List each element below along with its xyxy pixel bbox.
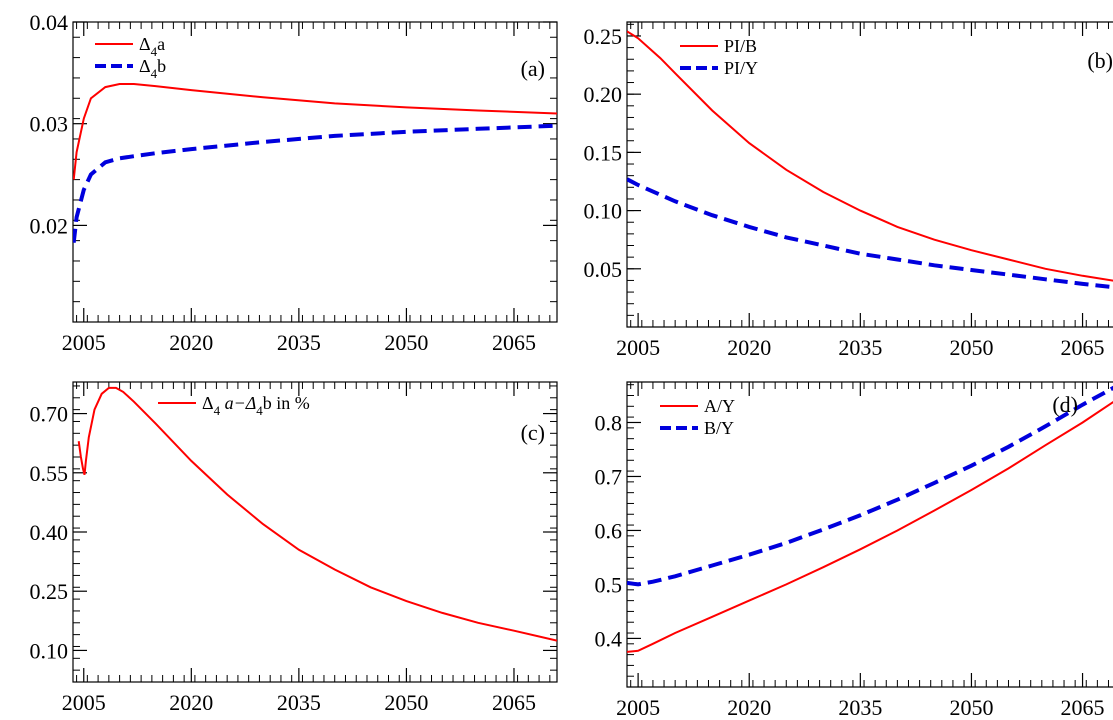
y-tick-label: 0.04 [30, 10, 69, 35]
legend-label: Δ4a [139, 34, 165, 59]
y-tick-label: 0.20 [584, 82, 623, 107]
series-line-0 [73, 83, 557, 180]
plot-frame [72, 21, 558, 323]
y-tick-label: 0.10 [584, 199, 623, 224]
y-tick-label: 0.4 [595, 626, 623, 651]
plot-frame [626, 21, 1113, 328]
panel-tag: (d) [1052, 392, 1078, 417]
x-tick-label: 2005 [616, 335, 660, 360]
series-line-1 [627, 385, 1113, 587]
x-tick-label: 2035 [277, 330, 321, 355]
x-tick-label: 2005 [62, 330, 106, 355]
y-tick-label: 0.05 [584, 257, 623, 282]
y-tick-label: 0.7 [595, 464, 623, 489]
plot-frame [626, 381, 1113, 688]
series-line-1 [73, 123, 557, 243]
legend-label: Δ4 a−Δ4b in % [202, 393, 310, 418]
y-tick-label: 0.5 [595, 572, 623, 597]
x-tick-label: 2035 [277, 690, 321, 715]
y-tick-label: 0.8 [595, 410, 623, 435]
panel-c: 2005 2020 2035 2050 2065 0.10 0.25 0.40 0.55 0.70… [30, 381, 558, 715]
legend-label: B/Y [704, 418, 734, 438]
y-tick-label: 0.15 [584, 140, 623, 165]
plot-frame [72, 381, 558, 683]
x-tick-label: 2005 [616, 695, 660, 720]
series-line-0 [627, 30, 1113, 282]
panel-b: 2005 2020 2035 2050 2065 0.05 0.10 0.15 0.20 0.25… [584, 21, 1113, 360]
legend-label: PI/B [724, 36, 757, 56]
x-tick-label: 2020 [727, 695, 771, 720]
x-tick-label: 2020 [169, 330, 213, 355]
y-tick-label: 0.70 [30, 402, 69, 427]
x-tick-label: 2065 [492, 330, 536, 355]
x-tick-label: 2065 [1061, 335, 1105, 360]
series-line-0 [627, 400, 1113, 653]
x-tick-label: 2065 [1061, 695, 1105, 720]
panel-tag: (a) [521, 56, 545, 81]
x-tick-label: 2050 [949, 695, 993, 720]
y-tick-label: 0.03 [30, 112, 69, 137]
panel-tag: (c) [521, 420, 545, 445]
legend-label: A/Y [704, 396, 735, 416]
x-tick-label: 2035 [838, 335, 882, 360]
panel-d: 2005 2020 2035 2050 2065 0.4 0.5 0.6 0.7 0.8 A/YB/… [595, 381, 1113, 720]
panel-tag: (b) [1087, 48, 1113, 73]
y-tick-label: 0.25 [30, 579, 69, 604]
legend-label: PI/Y [724, 58, 758, 78]
x-tick-label: 2050 [384, 330, 428, 355]
x-tick-label: 2020 [727, 335, 771, 360]
x-tick-label: 2050 [949, 335, 993, 360]
x-tick-label: 2050 [384, 690, 428, 715]
y-tick-label: 0.55 [30, 461, 69, 486]
series-line-1 [627, 177, 1113, 290]
y-tick-label: 0.10 [30, 638, 69, 663]
y-tick-label: 0.6 [595, 518, 623, 543]
y-tick-label: 0.25 [584, 24, 623, 49]
x-tick-label: 2020 [169, 690, 213, 715]
series-line-0 [77, 386, 557, 642]
y-tick-label: 0.02 [30, 213, 69, 238]
x-tick-label: 2005 [62, 690, 106, 715]
y-tick-label: 0.40 [30, 520, 69, 545]
x-tick-label: 2035 [838, 695, 882, 720]
legend-label: Δ4b [139, 56, 166, 81]
x-tick-label: 2065 [492, 690, 536, 715]
